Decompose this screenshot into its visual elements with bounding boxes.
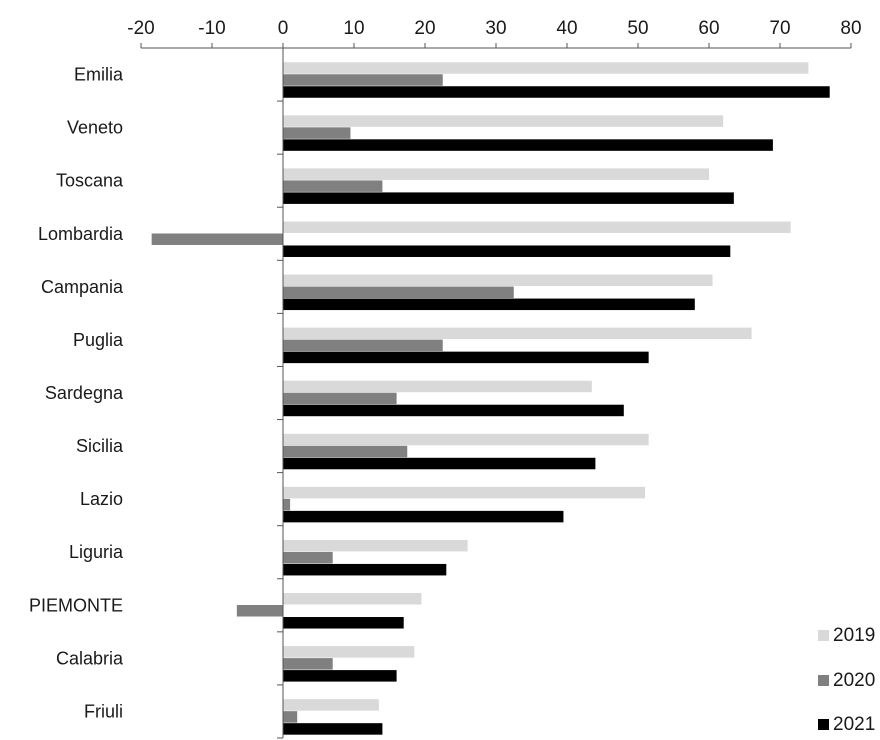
category-label: Friuli	[84, 701, 123, 721]
category-label: Veneto	[67, 118, 123, 138]
bars	[151, 62, 830, 735]
category-label: Toscana	[56, 171, 124, 191]
bar-2019	[283, 380, 592, 393]
bar-2021	[283, 86, 830, 98]
bar-2020	[283, 339, 443, 352]
bar-2019	[283, 486, 646, 499]
x-tick-label: 30	[485, 18, 506, 39]
bar-2021	[283, 563, 447, 576]
bar-2021	[283, 351, 649, 364]
legend-swatch	[818, 719, 829, 730]
bar-2019	[283, 699, 379, 711]
category-labels: Emilia Veneto Toscana Lombardia Campania Pugl…	[29, 65, 124, 722]
bar-2020	[283, 658, 333, 670]
bar-2019	[283, 168, 709, 180]
bar-2021	[283, 617, 404, 629]
bar-2019	[283, 274, 713, 287]
legend-label: 2020	[833, 670, 875, 691]
x-tick-label: 10	[343, 18, 364, 39]
bar-2020	[283, 286, 514, 299]
bar-2019	[283, 115, 724, 127]
bar-2021	[283, 723, 383, 735]
bar-2021	[283, 192, 734, 204]
bar-2021	[283, 245, 731, 257]
x-tick-label: 40	[556, 18, 577, 39]
category-label: Sicilia	[76, 436, 124, 456]
bar-2021	[283, 670, 397, 682]
bar-2020	[283, 498, 291, 511]
axes	[141, 47, 851, 739]
category-label: Lazio	[80, 489, 123, 509]
bar-2021	[283, 457, 596, 470]
bar-2021	[283, 298, 695, 311]
bar-2019	[283, 646, 415, 658]
x-tick-label: 0	[278, 18, 289, 39]
bar-2020	[283, 180, 383, 192]
bar-2020	[236, 605, 283, 617]
legend-label: 2021	[833, 714, 875, 735]
x-axis-ticks: -20 -10 0 10 20 30 40 50 60 70 80	[127, 18, 862, 48]
legend-label: 2019	[833, 625, 875, 646]
x-tick-label: 80	[840, 18, 861, 39]
bar-2021	[283, 510, 564, 523]
bar-2020	[283, 127, 351, 139]
bar-2020	[283, 445, 408, 458]
bar-2020	[283, 74, 443, 86]
x-tick-label: 20	[414, 18, 435, 39]
category-label: Liguria	[69, 542, 124, 562]
category-label: Emilia	[74, 65, 124, 85]
category-label: Campania	[41, 277, 124, 297]
category-label: Lombardia	[38, 224, 124, 244]
x-tick-label: -20	[127, 18, 154, 39]
bar-2019	[283, 62, 809, 74]
category-label: Puglia	[73, 330, 124, 350]
bar-2021	[283, 404, 624, 417]
x-tick-label: 50	[627, 18, 648, 39]
category-label: PIEMONTE	[29, 595, 123, 615]
legend-swatch	[818, 630, 829, 641]
bar-2019	[283, 327, 752, 340]
x-tick-label: 70	[769, 18, 790, 39]
bar-2020	[151, 233, 283, 245]
bar-2020	[283, 711, 298, 723]
x-tick-label: 60	[698, 18, 719, 39]
bar-2019	[283, 433, 649, 446]
x-tick-label: -10	[198, 18, 225, 39]
bar-2019	[283, 593, 422, 605]
category-label: Sardegna	[45, 383, 124, 403]
legend: 2019 2020 2021	[818, 625, 875, 735]
legend-swatch	[818, 675, 829, 686]
bar-2020	[283, 551, 333, 564]
bar-2019	[283, 221, 791, 233]
bar-2021	[283, 139, 773, 151]
category-label: Calabria	[56, 648, 124, 668]
bar-2020	[283, 392, 397, 405]
bar-2019	[283, 539, 468, 552]
